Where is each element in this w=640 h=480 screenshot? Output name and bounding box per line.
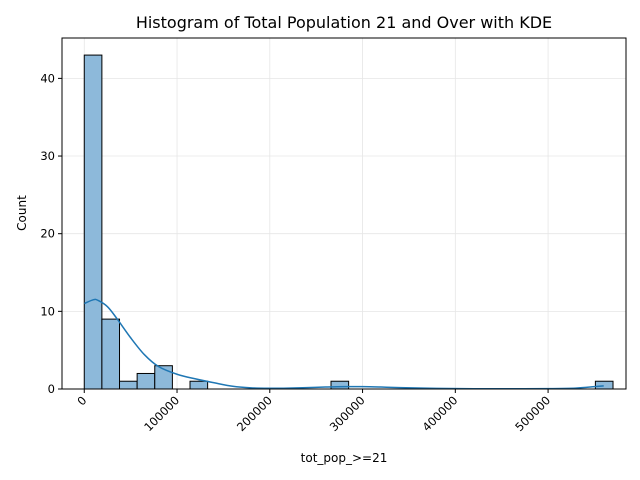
chart-title: Histogram of Total Population 21 and Ove… bbox=[136, 13, 552, 32]
histogram-bar bbox=[189, 380, 209, 390]
grid-lines bbox=[62, 38, 626, 390]
histogram-bar bbox=[136, 372, 156, 390]
y-axis-label: Count bbox=[15, 195, 29, 231]
x-tick-label: 300000 bbox=[327, 393, 368, 434]
y-tick-label: 30 bbox=[40, 149, 55, 163]
histogram-bar bbox=[119, 380, 138, 390]
y-tick-label: 20 bbox=[40, 227, 55, 241]
x-axis-ticks: 0 100000 200000 300000 400000 500000 bbox=[74, 389, 553, 434]
histogram-bar bbox=[101, 318, 121, 390]
x-tick-label: 200000 bbox=[234, 393, 275, 434]
x-tick-label: 400000 bbox=[419, 393, 460, 434]
histogram-bar bbox=[594, 380, 614, 390]
axes-frame bbox=[61, 37, 627, 390]
y-tick-label: 40 bbox=[40, 71, 55, 85]
histogram-bars bbox=[83, 54, 614, 390]
y-tick-label: 10 bbox=[40, 304, 55, 318]
histogram-bar bbox=[83, 54, 103, 390]
y-axis-ticks: 0 10 20 30 40 bbox=[40, 71, 62, 396]
x-tick-label: 0 bbox=[74, 393, 89, 408]
x-tick-label: 500000 bbox=[512, 393, 553, 434]
x-tick-label: 100000 bbox=[141, 393, 182, 434]
y-tick-label: 0 bbox=[48, 382, 55, 396]
x-axis-label: tot_pop_>=21 bbox=[301, 451, 388, 465]
histogram-bar bbox=[330, 380, 350, 390]
plot-frame bbox=[61, 37, 627, 390]
